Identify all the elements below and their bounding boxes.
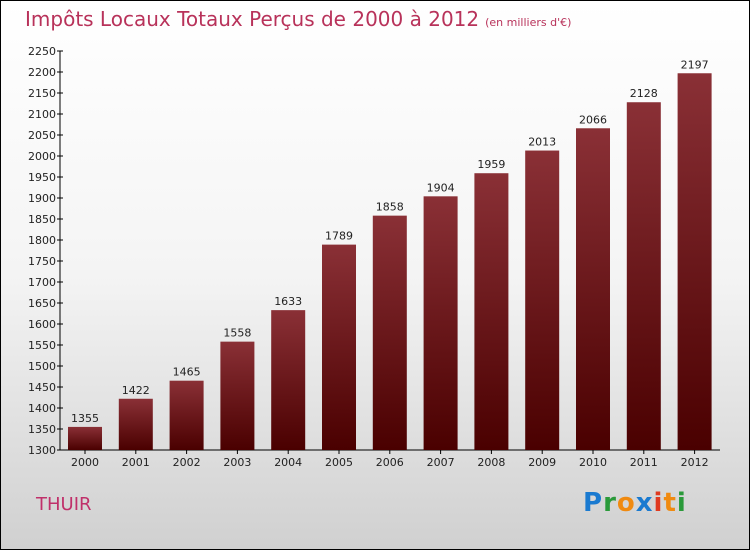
bar [220,341,255,450]
proxiti-logo: Proxiti [583,488,687,518]
y-tick-label: 1400 [28,402,56,415]
x-tick-label: 2007 [427,456,455,469]
bar [474,173,509,450]
x-tick-label: 2005 [325,456,353,469]
data-label: 1422 [122,384,150,397]
bar [677,73,712,450]
data-label: 1355 [71,412,99,425]
y-tick-label: 1950 [28,171,56,184]
y-tick-label: 1350 [28,423,56,436]
bar [626,102,661,451]
y-tick-label: 1850 [28,213,56,226]
x-tick-label: 2004 [274,456,302,469]
y-tick-label: 1800 [28,234,56,247]
y-tick-label: 2250 [28,45,56,58]
x-tick-label: 2008 [477,456,505,469]
y-tick-label: 2150 [28,87,56,100]
y-tick-label: 1450 [28,381,56,394]
y-tick-label: 2200 [28,66,56,79]
bar [118,398,153,450]
y-tick-label: 1550 [28,339,56,352]
location-label: THUIR [36,494,92,515]
x-tick-label: 2002 [173,456,201,469]
y-tick-label: 1600 [28,318,56,331]
bar [372,215,407,450]
bar [423,196,458,450]
chart-title: Impôts Locaux Totaux Perçus de 2000 à 20… [25,7,571,31]
data-label: 2128 [630,87,658,100]
bar [576,128,610,450]
x-tick-label: 2003 [223,456,251,469]
y-tick-label: 1750 [28,255,56,268]
data-label: 2197 [681,58,709,71]
x-tick-label: 2009 [528,456,556,469]
data-label: 2013 [528,136,556,149]
x-tick-label: 2011 [630,456,658,469]
data-label: 1789 [325,230,353,243]
y-tick-label: 1500 [28,360,56,373]
data-label: 1904 [427,181,455,194]
data-label: 1959 [477,158,505,171]
data-label: 1465 [173,366,201,379]
data-label: 1858 [376,201,404,214]
data-label: 2066 [579,113,607,126]
x-tick-label: 2006 [376,456,404,469]
bar [169,380,204,450]
y-tick-label: 1700 [28,276,56,289]
y-tick-label: 1650 [28,297,56,310]
y-tick-label: 2100 [28,108,56,121]
x-tick-label: 2001 [122,456,150,469]
y-tick-label: 1900 [28,192,56,205]
x-tick-label: 2010 [579,456,607,469]
bar [322,244,356,450]
title-text: Impôts Locaux Totaux Perçus de 2000 à 20… [25,7,480,31]
y-tick-label: 2050 [28,129,56,142]
bar [525,150,560,451]
y-tick-label: 1300 [28,444,56,457]
unit-label: (en milliers d'€) [485,16,572,29]
data-label: 1633 [274,295,302,308]
bar [271,310,306,450]
x-tick-label: 2000 [71,456,99,469]
x-tick-label: 2012 [681,456,709,469]
bar [68,426,102,450]
y-tick-label: 2000 [28,150,56,163]
data-label: 1558 [223,327,251,340]
